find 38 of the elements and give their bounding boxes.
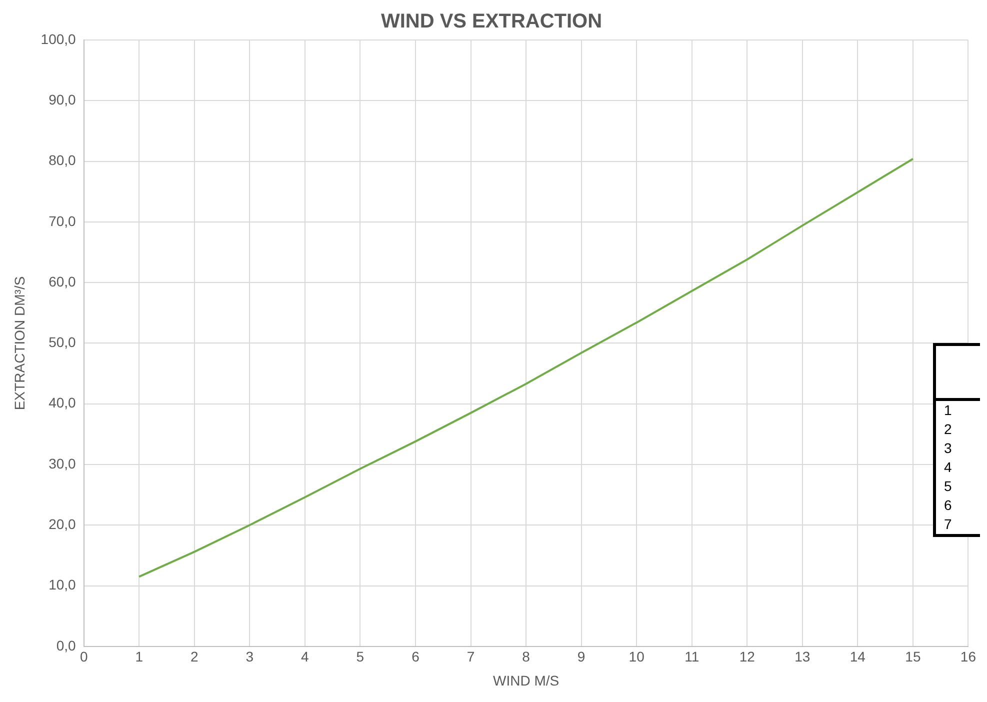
- annotation: 3: [943, 439, 953, 458]
- x-tick-label: 5: [356, 648, 364, 665]
- chart-title: WIND VS EXTRACTION: [380, 10, 602, 33]
- x-tick-label: 14: [850, 648, 866, 665]
- y-tick-label: 100,0: [40, 30, 76, 47]
- y-tick-label: 20,0: [48, 516, 76, 532]
- y-tick-label: 50,0: [48, 334, 76, 350]
- y-tick-label: 90,0: [48, 92, 76, 108]
- x-tick-label: 9: [577, 648, 586, 665]
- y-tick-label: 60,0: [48, 273, 76, 290]
- annotation: 2: [943, 420, 953, 439]
- x-tick-label: 13: [794, 648, 810, 665]
- y-tick-label: 10,0: [48, 576, 76, 593]
- x-tick-label: 12: [739, 648, 756, 665]
- x-tick-label: 8: [522, 648, 530, 665]
- x-tick-label: 7: [466, 648, 475, 665]
- y-tick-label: 40,0: [48, 394, 76, 411]
- x-tick-label: 4: [301, 648, 310, 665]
- x-tick-label: 0: [80, 648, 88, 665]
- x-tick-label: 16: [960, 648, 976, 665]
- x-tick-label: 3: [246, 648, 254, 665]
- x-tick-label: 2: [190, 648, 198, 665]
- annotation: 4: [943, 458, 953, 477]
- x-axis-title: WIND M/S: [492, 672, 560, 688]
- y-tick-label: 70,0: [48, 212, 76, 229]
- annotation: 1: [943, 401, 953, 420]
- x-tick-label: 11: [684, 648, 700, 665]
- y-tick-label: 0,0: [56, 637, 76, 654]
- annotation: 5: [943, 477, 953, 496]
- annotation: 6: [943, 496, 953, 515]
- y-tick-label: 30,0: [48, 455, 76, 472]
- x-tick-label: 15: [905, 648, 921, 665]
- y-tick-label: 80,0: [48, 152, 76, 168]
- x-tick-label: 1: [135, 648, 144, 665]
- x-tick-label: 10: [628, 648, 645, 665]
- y-axis-title: EXTRACTION DM³/S: [11, 276, 28, 410]
- annotation: 7: [943, 515, 953, 534]
- x-tick-label: 6: [412, 648, 420, 665]
